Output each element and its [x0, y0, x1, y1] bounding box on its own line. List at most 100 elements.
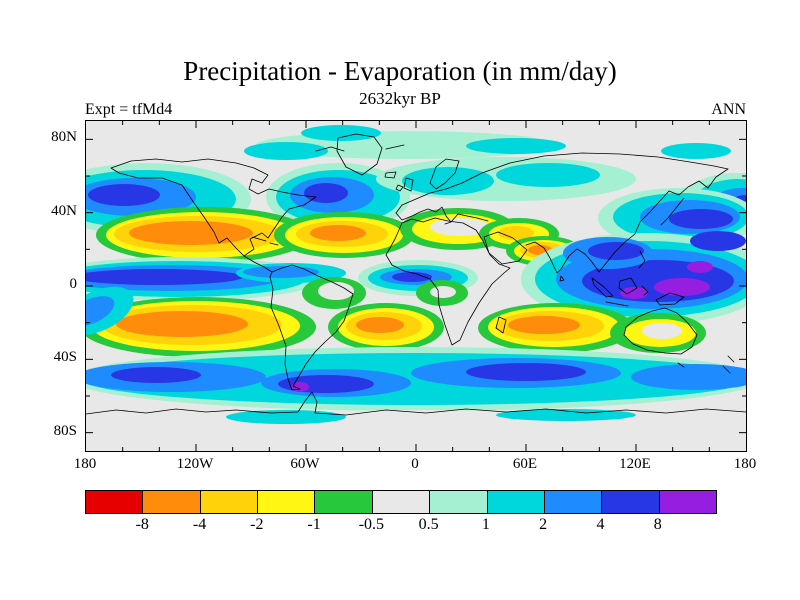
coastline [641, 285, 649, 296]
contour-region [661, 143, 731, 159]
contour-region [129, 221, 253, 245]
contour-region [631, 364, 746, 390]
contour-region [116, 311, 248, 337]
lon-tick-label: 120E [619, 456, 651, 472]
coastline [395, 184, 404, 192]
contour-region [402, 167, 494, 195]
contour-region [226, 410, 346, 424]
coastline [483, 231, 528, 265]
contour-region [356, 317, 404, 333]
colorbar-label: -0.5 [358, 516, 385, 533]
contour-region [466, 138, 566, 154]
coastline [618, 277, 638, 295]
contour-region [430, 286, 456, 298]
contour-region [318, 282, 354, 300]
lon-tick-label: 60W [290, 456, 320, 472]
contour-region [508, 316, 580, 334]
coastline [559, 275, 565, 282]
contour-region [88, 184, 160, 206]
colorbar-label: 2 [539, 516, 548, 533]
lon-tick-label: 180 [733, 456, 757, 472]
coastline-layer [86, 133, 746, 416]
colorbar-segment-8 [544, 491, 603, 513]
contour-region [291, 382, 309, 392]
coastline [605, 301, 629, 307]
contour-region [304, 183, 348, 203]
lat-tick-label: 80N [51, 129, 77, 146]
coastline [722, 355, 735, 374]
coastline [385, 217, 511, 346]
contour-region [654, 278, 710, 296]
season-label: ANN [711, 101, 746, 118]
axis-tick-layer [86, 121, 746, 451]
coastline [525, 241, 600, 274]
coastline [401, 152, 729, 206]
coastline [623, 307, 698, 355]
coastline [269, 264, 354, 391]
coastline [655, 292, 685, 306]
coastline [384, 171, 397, 179]
coastline [450, 213, 489, 223]
coastline [251, 236, 279, 246]
experiment-label: Expt = tfMd4 [85, 101, 173, 118]
coastline [243, 255, 273, 273]
map-frame [85, 120, 747, 452]
plot-subtitle: 2632kyr BP [359, 89, 441, 108]
lat-tick-label: 80S [53, 422, 77, 439]
colorbar [85, 490, 717, 514]
colorbar-segment-2 [200, 491, 259, 513]
coastline [86, 391, 746, 416]
colorbar-label: 1 [481, 516, 490, 533]
coastline [598, 168, 729, 273]
contour-region [86, 269, 243, 285]
contour-region [498, 226, 534, 240]
colorbar-segment-4 [315, 491, 373, 513]
colorbar-segment-7 [487, 491, 545, 513]
coastline [660, 197, 685, 226]
colorbar-label: -1 [307, 516, 321, 533]
contour-region [496, 163, 600, 187]
coastline [495, 316, 507, 334]
plot-title: Precipitation - Evaporation (in mm/day) [183, 56, 617, 86]
colorbar-segment-1 [143, 491, 201, 513]
colorbar-segment-5 [372, 491, 431, 513]
contour-region [466, 363, 586, 381]
coastline [395, 204, 452, 225]
colorbar-segment-6 [430, 491, 488, 513]
colorbar-label: -2 [250, 516, 264, 533]
contour-region [392, 272, 432, 282]
colorbar-label: 4 [596, 516, 605, 533]
lat-tick-label: 40N [51, 202, 77, 219]
contour-region [669, 209, 733, 229]
coastline [315, 144, 405, 152]
colorbar-label: -4 [192, 516, 207, 533]
colorbar-segment-10 [659, 491, 716, 513]
lat-tick-label: 40S [53, 349, 77, 366]
lon-tick-label: 0 [411, 456, 419, 472]
contour-region [86, 296, 115, 326]
contour-region [310, 225, 366, 241]
coastline [677, 362, 685, 368]
coastline [110, 158, 317, 257]
contour-region [690, 231, 746, 251]
colorbar-segment-0 [86, 491, 144, 513]
contour-region [620, 287, 648, 299]
lat-tick-label: 0 [69, 276, 78, 292]
colorbar-label: -8 [135, 516, 149, 533]
contour-region [111, 367, 201, 383]
coastline [336, 133, 383, 176]
lon-tick-label: 120W [176, 456, 214, 472]
contour-fill-layer [86, 121, 746, 451]
contour-region [642, 323, 682, 339]
coastline [591, 277, 614, 298]
colorbar-segment-3 [258, 491, 316, 513]
coastline [403, 177, 414, 192]
lon-tick-label: 180 [73, 456, 97, 472]
contour-region [244, 142, 328, 160]
contour-region [687, 261, 713, 273]
contour-region [243, 266, 319, 278]
lon-tick-label: 60E [512, 456, 538, 472]
world-contour-map [86, 121, 746, 451]
coastline [638, 250, 646, 269]
